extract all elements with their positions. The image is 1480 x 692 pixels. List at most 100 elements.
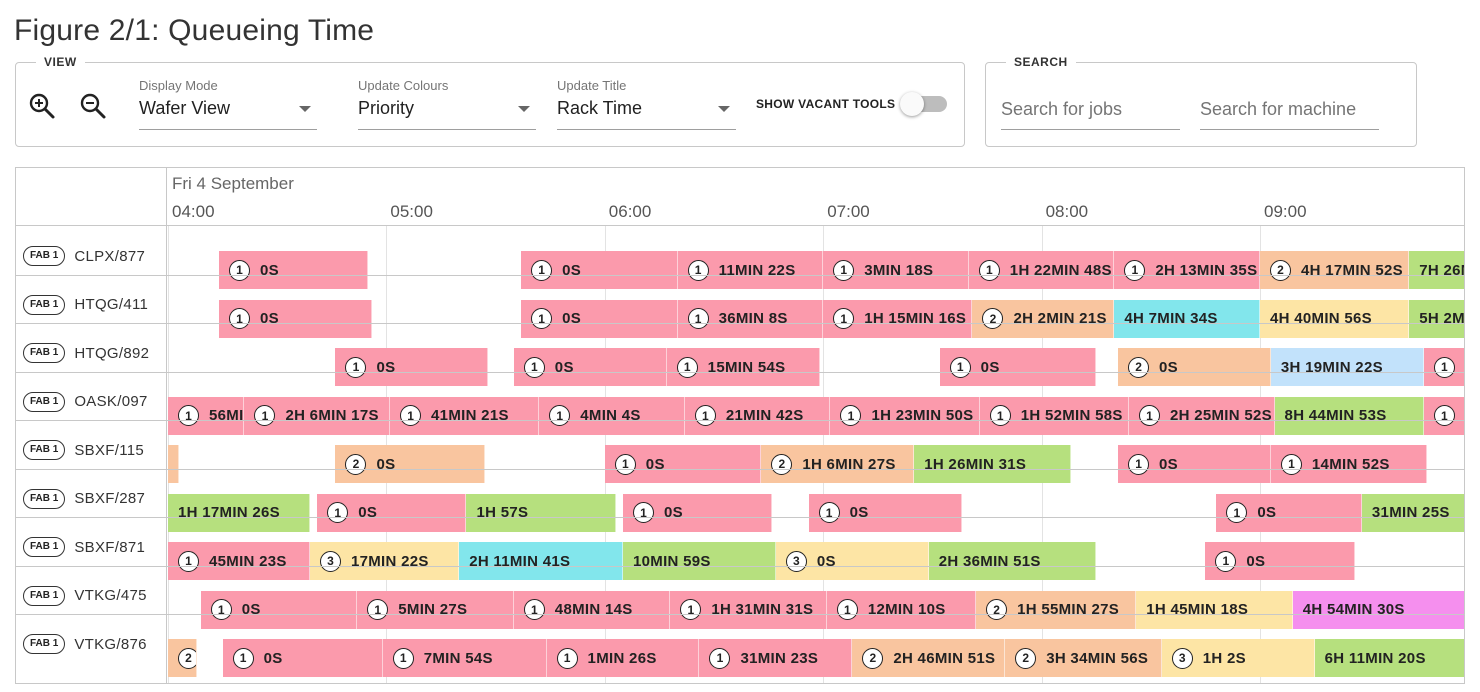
job-bar[interactable]: 1 48MIN 14S (513, 590, 671, 629)
update-colours-select[interactable]: Update Colours Priority (358, 78, 536, 130)
toggle-knob[interactable] (900, 92, 924, 116)
job-time-label: 1H 55MIN 27S (1017, 601, 1120, 618)
zoom-in-icon[interactable] (27, 91, 57, 121)
search-machine-input[interactable] (1200, 94, 1379, 124)
job-time-label: 2H 6MIN 17S (285, 407, 379, 424)
hour-label: 09:00 (1264, 202, 1307, 221)
job-bar[interactable]: 1 5MIN 27S (357, 590, 514, 629)
job-bar[interactable]: 4H 7MIN 34S (1114, 299, 1260, 338)
job-bar[interactable]: 2 1H 55MIN 27S (976, 590, 1137, 629)
zoom-out-icon[interactable] (78, 91, 108, 121)
job-time-label: 0S (1159, 358, 1178, 376)
job-time-label: 14MIN 52S (1311, 455, 1390, 473)
job-bar[interactable]: 1 1H 31MIN 31S (670, 590, 827, 629)
job-bar[interactable]: 1 1H 15MIN 16S (823, 299, 973, 338)
job-bar[interactable]: 1H 26MIN 31S (914, 445, 1071, 483)
job-bar[interactable]: 3 0S (775, 542, 929, 580)
job-bar[interactable]: 1 1MIN 26S (546, 639, 700, 677)
job-bar[interactable]: 1 36MIN 8S (677, 299, 824, 338)
machine-name: HTQG/411 (74, 296, 149, 313)
job-bar[interactable]: 2 0S (1118, 348, 1271, 386)
priority-badge: 1 (1226, 502, 1248, 523)
display-mode-select[interactable]: Display Mode Wafer View (139, 78, 317, 130)
job-bar[interactable]: 5H 2MIN 11S (1409, 299, 1464, 338)
job-bar[interactable]: 1 11MIN 22S (677, 251, 824, 289)
priority-badge: 3 (785, 550, 807, 572)
job-bar[interactable]: 3 17MIN 22S (309, 542, 460, 580)
job-bar[interactable]: 1 3MIN 18S (823, 251, 969, 289)
priority-badge: 1 (1124, 259, 1146, 281)
job-bar[interactable]: 2 (168, 639, 198, 677)
row-separator (16, 420, 1464, 421)
job-bar[interactable]: 1H 57S (466, 493, 616, 532)
job-bar[interactable]: 1H 45MIN 18S (1136, 590, 1293, 629)
job-time-label: 0S (1246, 552, 1266, 570)
job-bar[interactable]: 1 15MIN 54S (666, 348, 820, 386)
job-time-label: 1H 57S (476, 504, 529, 521)
job-bar[interactable]: 4H 40MIN 56S (1260, 299, 1410, 338)
job-bar[interactable]: 1 1H 22MIN 48S (968, 251, 1115, 289)
job-bar[interactable] (168, 445, 179, 483)
job-bar[interactable]: 1 56MIN 1S (168, 396, 245, 435)
job-bar[interactable]: 1 12MIN 10S (826, 590, 977, 629)
job-bar[interactable]: 4H 54MIN 30S (1292, 590, 1464, 629)
priority-badge: 1 (228, 308, 250, 329)
job-bar[interactable]: 2 1H 6MIN 27S (761, 445, 915, 483)
job-bar[interactable]: 1 2H 6MIN 17S (244, 396, 391, 435)
job-bar[interactable]: 6H 11MIN 20S (1314, 639, 1464, 677)
job-time-label: 4H 54MIN 30S (1302, 601, 1405, 618)
search-machine-field[interactable] (1200, 94, 1379, 130)
job-bar[interactable]: 2H 36MIN 51S (928, 542, 1097, 580)
job-bar[interactable]: 31MIN 25S (1361, 493, 1464, 532)
priority-badge: 2 (862, 647, 884, 669)
fab-badge: FAB 1 (23, 343, 66, 363)
job-bar[interactable]: 2 0S (335, 445, 485, 483)
job-bar[interactable]: 1 7MIN 54S (382, 639, 547, 677)
job-bar[interactable]: 1 1H 52MIN 58S (979, 396, 1129, 435)
job-bar[interactable]: 1H 17MIN 26S (168, 493, 310, 532)
job-bar[interactable]: 7H 26MIN 10S (1409, 251, 1464, 289)
job-bar[interactable]: 10MIN 59S (623, 542, 776, 580)
job-bar[interactable]: 1 31MIN 23S (699, 639, 853, 677)
job-bar[interactable]: 1 14MIN 52S (1270, 445, 1428, 483)
job-bar[interactable]: 3 1H 2S (1161, 639, 1315, 677)
job-bar[interactable]: 2 2H 46MIN 51S (852, 639, 1006, 677)
job-bar[interactable]: 1 41MIN 21S (390, 396, 540, 435)
priority-badge: 1 (400, 405, 422, 426)
job-bar[interactable]: 1 2H 13MIN 35S (1114, 251, 1260, 289)
job-bar[interactable]: 2 4H 17MIN 52S (1260, 251, 1410, 289)
job-bar[interactable]: 10S (1423, 348, 1464, 386)
job-bar[interactable]: 10S (1423, 396, 1464, 435)
job-bar[interactable]: 1 4MIN 4S (539, 396, 685, 435)
job-bar[interactable]: 1 1H 23MIN 50S (830, 396, 980, 435)
job-bar[interactable]: 1 2H 25MIN 52S (1128, 396, 1275, 435)
search-jobs-input[interactable] (1001, 94, 1180, 124)
job-bar[interactable]: 1 45MIN 23S (168, 542, 310, 580)
job-bar[interactable]: 1 21MIN 42S (684, 396, 831, 435)
priority-badge: 1 (694, 405, 716, 426)
search-jobs-field[interactable] (1001, 94, 1180, 130)
update-title-select[interactable]: Update Title Rack Time (557, 78, 736, 130)
job-bar[interactable]: 2 2H 2MIN 21S (972, 299, 1115, 338)
job-bar[interactable]: 2H 11MIN 41S (459, 542, 623, 580)
view-panel: VIEW (15, 55, 965, 147)
job-bar[interactable]: 8H 44MIN 53S (1274, 396, 1424, 435)
job-bar[interactable]: 2 3H 34MIN 56S (1005, 639, 1162, 677)
job-bar[interactable]: 3H 19MIN 22S (1270, 348, 1424, 386)
